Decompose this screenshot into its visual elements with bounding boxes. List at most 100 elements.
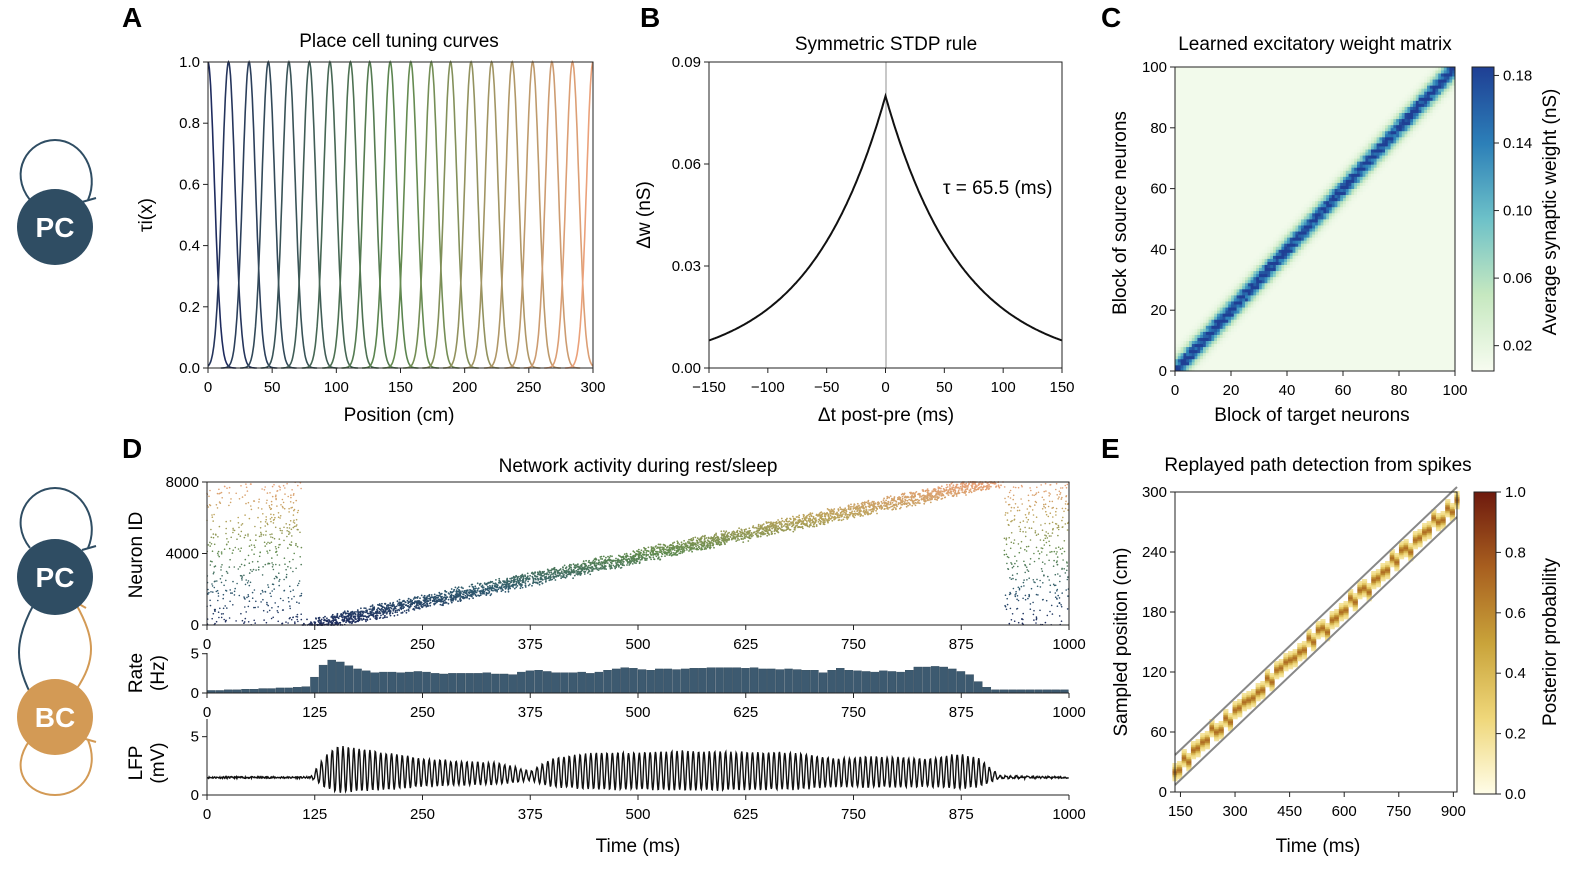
weight-cell (1197, 331, 1201, 335)
spike (621, 563, 624, 566)
spike (1060, 487, 1062, 489)
spike (287, 495, 290, 498)
spike (475, 587, 477, 590)
spike (241, 579, 243, 581)
weight-cell (1326, 194, 1330, 199)
spike (1011, 566, 1014, 569)
spike (393, 614, 396, 617)
weight-cell (1323, 191, 1327, 196)
spike (496, 589, 498, 592)
weight-cell (1345, 194, 1349, 199)
weight-cell (1404, 133, 1408, 138)
weight-cell (1189, 352, 1193, 357)
weight-cell (1393, 146, 1397, 150)
spike (222, 613, 224, 615)
spike (254, 622, 256, 624)
spike (1014, 486, 1017, 489)
weight-cell (1236, 325, 1240, 329)
weight-cell (1371, 136, 1375, 141)
weight-cell (1306, 240, 1310, 244)
spike (551, 568, 553, 570)
spike (508, 586, 511, 588)
weight-cell (1393, 155, 1397, 159)
spike (730, 538, 733, 541)
weight-cell (1443, 82, 1447, 86)
weight-cell (1399, 136, 1403, 141)
panel-a-ytick: 0.6 (179, 176, 200, 193)
weight-cell (1281, 231, 1285, 235)
spike (747, 540, 750, 542)
spike (265, 518, 268, 521)
spike (1035, 622, 1037, 624)
weight-cell (1329, 219, 1333, 223)
spike (298, 602, 300, 604)
weight-cell (1382, 152, 1386, 156)
spike (1063, 510, 1065, 513)
panel-a-xtick: 300 (580, 379, 605, 396)
panel-c-colorbar-tick: 0.14 (1503, 135, 1532, 152)
weight-cell (1421, 100, 1425, 104)
spike (269, 506, 271, 509)
spike (516, 581, 518, 583)
weight-cell (1376, 136, 1380, 141)
spike (1024, 514, 1027, 516)
weight-cell (1393, 115, 1397, 120)
spike (1022, 618, 1024, 621)
weight-cell (1359, 170, 1363, 174)
weight-cell (1441, 100, 1445, 104)
spike (260, 521, 262, 523)
weight-cell (1340, 203, 1344, 208)
weight-cell (1217, 307, 1221, 311)
spike (772, 521, 775, 524)
weight-cell (1253, 276, 1257, 281)
spike (260, 533, 263, 536)
weight-cell (1399, 130, 1403, 135)
spike (647, 550, 650, 552)
spike (283, 590, 285, 592)
spike (1056, 527, 1059, 529)
panel-b-ytick: 0.09 (672, 54, 701, 71)
spike (241, 496, 244, 498)
weight-cell (1379, 158, 1383, 162)
spike (220, 551, 223, 553)
weight-cell (1323, 206, 1327, 211)
weight-cell (1320, 225, 1324, 229)
spike (245, 502, 247, 505)
weight-cell (1214, 343, 1218, 348)
weight-cell (1432, 88, 1436, 92)
spike (562, 568, 564, 571)
weight-cell (1298, 219, 1302, 223)
spike (957, 489, 960, 492)
weight-cell (1303, 228, 1307, 232)
weight-cell (1320, 191, 1324, 196)
spike (250, 508, 253, 511)
weight-cell (1446, 70, 1450, 74)
weight-cell (1357, 146, 1361, 150)
spike (735, 540, 738, 542)
weight-cell (1371, 158, 1375, 162)
spike (261, 589, 264, 592)
weight-cell (1359, 188, 1363, 193)
spike (905, 505, 908, 508)
weight-cell (1379, 143, 1383, 147)
spike (920, 495, 923, 498)
spike (911, 494, 913, 497)
weight-cell (1219, 334, 1223, 338)
weight-cell (1267, 285, 1271, 290)
spike (218, 616, 220, 619)
weight-cell (1410, 91, 1414, 95)
weight-cell (1413, 106, 1417, 110)
spike (701, 535, 704, 537)
spike (1040, 524, 1042, 526)
spike (930, 494, 932, 497)
weight-cell (1208, 337, 1212, 341)
weight-cell (1323, 228, 1327, 232)
weight-cell (1396, 118, 1400, 123)
spike (462, 593, 464, 596)
weight-cell (1373, 149, 1377, 153)
spike (281, 622, 283, 625)
spike (250, 505, 252, 507)
spike (241, 576, 244, 578)
weight-cell (1429, 85, 1433, 89)
spike (292, 589, 295, 591)
